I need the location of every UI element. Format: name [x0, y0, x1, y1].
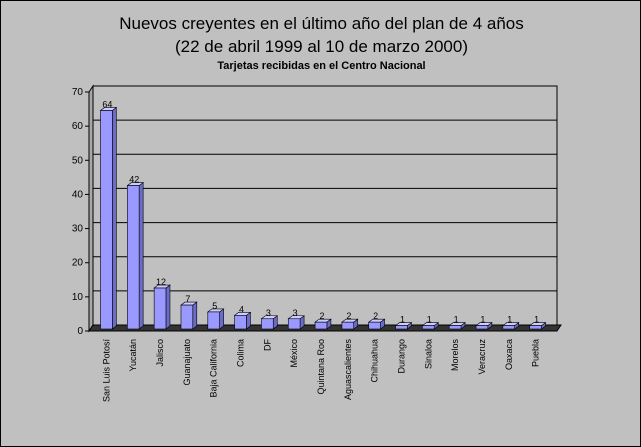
bar [314, 318, 332, 330]
data-labels: 64 42 12 7 5 4 3 3 2 2 2 1 1 1 1 1 1 [102, 99, 539, 324]
data-label: 1 [400, 315, 405, 325]
bar-front [180, 304, 194, 330]
data-label: 2 [373, 311, 378, 321]
x-tick-label: Chihuahua [370, 339, 380, 383]
side-wall [88, 84, 94, 333]
bar [394, 321, 413, 330]
bars [99, 106, 547, 330]
data-label: 4 [239, 304, 244, 314]
bar-front [127, 185, 140, 330]
x-tick-label: México [289, 339, 299, 368]
data-label: 12 [156, 277, 166, 287]
data-label: 1 [454, 315, 459, 325]
bar-front [395, 325, 408, 330]
y-tick-label: 70 [72, 87, 84, 98]
bar-side [192, 301, 198, 330]
data-label: 2 [319, 311, 324, 321]
bar [233, 311, 252, 330]
y-tick-label: 10 [72, 292, 84, 303]
x-tick-label: Durango [396, 339, 406, 374]
bar [287, 315, 305, 330]
x-tick-label: DF [262, 339, 272, 351]
x-tick-label: Colima [236, 339, 246, 367]
bar-front [502, 325, 515, 330]
x-axis-labels: San Luis Potosí Yucatán Jalisco Guanajuato B… [101, 339, 540, 403]
x-tick-label: Guanajuato [182, 339, 192, 386]
x-tick-label: Veracruz [477, 339, 487, 375]
data-label: 2 [346, 311, 351, 321]
data-label: 3 [293, 308, 298, 318]
y-tick-label: 60 [72, 121, 84, 132]
data-label: 3 [266, 308, 271, 318]
bar-front [100, 110, 113, 330]
bar-front [448, 325, 462, 330]
x-tick-label: San Luis Potosí [101, 339, 111, 403]
bar [448, 321, 466, 330]
data-label: 5 [212, 301, 217, 311]
data-label: 1 [534, 315, 539, 325]
bar-front [207, 311, 220, 330]
bar-side [138, 182, 144, 330]
bar [180, 301, 198, 330]
bar [99, 106, 118, 330]
x-tick-label: Aguascalientes [343, 339, 353, 401]
x-tick-label: Puebla [531, 339, 541, 367]
x-tick-label: Sinaloa [423, 339, 433, 369]
chart-title-date-range: (22 de abril 1999 al 10 de marzo 2000) [175, 37, 468, 56]
x-tick-label: Jalisco [155, 339, 165, 367]
bar [367, 318, 386, 330]
bar [126, 182, 145, 330]
bar-front [287, 318, 301, 330]
data-label: 1 [427, 315, 432, 325]
data-label: 1 [480, 315, 485, 325]
chart-subtitle: Tarjetas recibidas en el Centro Nacional [217, 60, 426, 72]
data-label: 7 [185, 294, 190, 304]
bar-front [529, 325, 542, 330]
y-tick-label: 20 [72, 258, 84, 269]
x-tick-label: Morelos [450, 339, 460, 372]
x-tick-label: Baja California [209, 339, 219, 398]
bar-side [219, 308, 224, 330]
y-tick-label: 0 [77, 326, 83, 337]
data-label: 64 [102, 99, 112, 109]
bar [206, 308, 225, 330]
chart-walls [88, 84, 558, 333]
bar-front [475, 325, 489, 330]
bar-front [153, 287, 167, 330]
bar [475, 321, 493, 330]
bar-side [165, 284, 171, 330]
bar-front [234, 315, 247, 330]
bar [421, 321, 440, 330]
bar-front [422, 325, 435, 330]
x-tick-label: Yucatán [128, 339, 138, 372]
data-label: 1 [507, 315, 512, 325]
bar [501, 321, 520, 330]
x-tick-label: Quintana Roo [316, 339, 326, 395]
x-tick-label: Oaxaca [504, 339, 514, 370]
bar-front [368, 321, 381, 330]
y-tick-label: 30 [72, 224, 84, 235]
y-axis: 0 10 20 30 40 50 60 70 [72, 87, 90, 337]
y-tick-label: 50 [72, 155, 84, 166]
bar-front [341, 321, 355, 330]
bar-front [314, 321, 328, 330]
y-tick-label: 40 [72, 189, 84, 200]
bar [341, 318, 359, 330]
bar [260, 315, 279, 330]
bar-side [112, 106, 117, 330]
data-label: 42 [129, 175, 139, 185]
bar [153, 284, 171, 330]
chart-title: Nuevos creyentes en el último año del pl… [119, 14, 524, 33]
bar [528, 321, 547, 330]
bar-front [261, 318, 274, 330]
